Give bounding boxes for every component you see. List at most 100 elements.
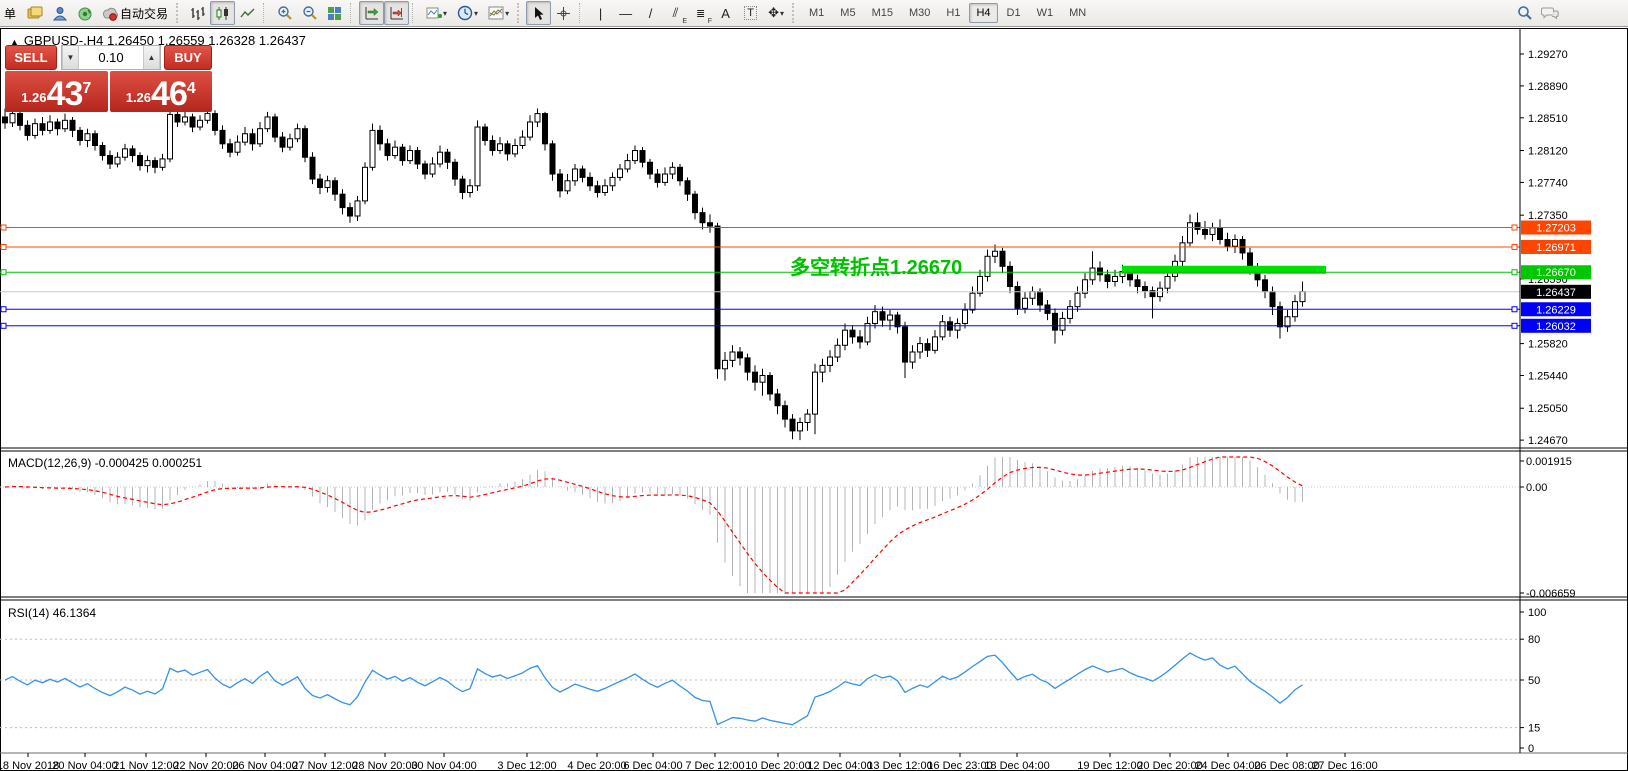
rsi-indicator-label: RSI(14) 46.1364	[8, 606, 97, 620]
line-anchor[interactable]	[1511, 224, 1518, 231]
candlestick-chart-button[interactable]	[210, 1, 236, 25]
time-axis-label: 10 Dec 20:00	[745, 760, 810, 771]
buy-button[interactable]: BUY	[164, 45, 212, 70]
timeframe-button-m30[interactable]: M30	[908, 7, 931, 19]
templates-button[interactable]: ▾	[483, 1, 514, 25]
candle-body	[1232, 239, 1238, 247]
candle-body	[969, 292, 976, 311]
toolbar-grip[interactable]	[517, 3, 523, 23]
candle-body	[242, 133, 248, 143]
add-indicator-button[interactable]: ▾	[421, 1, 452, 25]
timeframe-button-m15[interactable]: M15	[871, 7, 893, 19]
periods-clock-button[interactable]: ▾	[452, 1, 483, 25]
autotrading-button[interactable]: 自动交易	[97, 1, 173, 25]
crosshair-tool-button[interactable]	[551, 1, 576, 25]
signals-icon[interactable]	[72, 1, 97, 25]
line-anchor[interactable]	[1511, 269, 1518, 276]
timeframe-button-h4[interactable]: H4	[969, 3, 998, 23]
price-tag-1.26229	[1521, 302, 1591, 317]
toolbar-grip[interactable]	[792, 3, 798, 23]
timeframe-button-h1[interactable]: H1	[946, 7, 961, 19]
candle-body	[197, 119, 203, 128]
candle-body	[114, 156, 121, 165]
candle-body	[1112, 275, 1118, 282]
timeframe-button-m5[interactable]: M5	[840, 7, 856, 19]
price-axis[interactable]: 1.29270 1.28890 1.28510 1.28120 1.27740 1.273…	[1519, 29, 1591, 755]
timeframe-button-m1[interactable]: M1	[809, 7, 825, 19]
volume-input[interactable]: 0.10	[79, 46, 143, 69]
collapse-panel-icon[interactable]: ▲	[10, 37, 19, 47]
candle-body	[294, 128, 301, 140]
line-anchor[interactable]	[0, 306, 7, 313]
candle-body	[452, 161, 458, 180]
cursor-tool-button[interactable]	[526, 1, 552, 25]
trend-annotation-text[interactable]: 多空转折点1.26670	[790, 255, 962, 279]
volume-stepper: ▼ 0.10 ▲	[61, 45, 161, 70]
equidistant-channel-tool[interactable]: ⫽ E	[672, 5, 688, 25]
timeframe-button-mn[interactable]: MN	[1069, 7, 1087, 19]
candle-body	[17, 113, 23, 126]
tile-windows-icon[interactable]	[322, 1, 347, 25]
sell-price-tile[interactable]: 1.26 43 7	[5, 71, 108, 112]
line-anchor[interactable]	[0, 322, 7, 329]
candle-body	[129, 148, 136, 157]
rsi-axis-label: 80	[1528, 634, 1540, 646]
line-anchor[interactable]	[0, 243, 7, 250]
time-axis-label: 6 Dec 04:00	[623, 760, 682, 771]
horizontal-line-tool[interactable]: —	[619, 5, 633, 21]
price-tick-label: 1.24670	[1528, 435, 1568, 447]
vertical-line-tool[interactable]: |	[598, 5, 603, 21]
chat-icon[interactable]	[1537, 1, 1562, 25]
ohlc-high: 1.26559	[157, 33, 205, 48]
dropdown-caret[interactable]: ▾	[505, 8, 510, 18]
candle-body	[309, 156, 316, 180]
search-icon[interactable]	[1512, 1, 1537, 25]
line-anchor[interactable]	[1511, 322, 1518, 329]
dropdown-caret[interactable]: ▾	[779, 8, 784, 18]
candle-body	[1059, 317, 1066, 331]
line-anchor[interactable]	[0, 269, 7, 276]
candle-body	[302, 128, 308, 158]
dropdown-caret[interactable]: ▾	[443, 8, 448, 18]
line-anchor[interactable]	[0, 224, 7, 231]
buy-price-tile[interactable]: 1.26 46 4	[109, 71, 212, 112]
candle-body	[767, 374, 773, 395]
volume-increase-button[interactable]: ▲	[143, 46, 160, 69]
line-anchor[interactable]	[1511, 306, 1518, 313]
dropdown-caret[interactable]: ▾	[474, 8, 479, 18]
line-anchor[interactable]	[1511, 243, 1518, 250]
candle-body	[144, 160, 151, 167]
timeframe-button-w1[interactable]: W1	[1036, 7, 1054, 19]
toolbar-grip[interactable]	[176, 3, 182, 23]
candle-body	[287, 138, 293, 148]
candle-body	[647, 161, 653, 175]
trendline-tool[interactable]: /	[648, 5, 653, 21]
candle-body	[362, 166, 368, 202]
timeframe-button-d1[interactable]: D1	[1006, 7, 1021, 19]
zoom-in-button[interactable]	[272, 1, 297, 25]
bar-chart-button[interactable]	[185, 1, 210, 25]
arrows-tool[interactable]: ✥ ▾	[768, 5, 784, 20]
new-order-label-fragment[interactable]: 单	[4, 6, 17, 21]
candle-body	[804, 413, 811, 423]
line-chart-button[interactable]	[235, 1, 260, 25]
text-label-tool[interactable]: T	[738, 1, 763, 25]
rsi-axis-label: 15	[1528, 723, 1540, 735]
fibonacci-tool[interactable]: ≣ F	[695, 7, 713, 26]
profiles-icon[interactable]	[47, 1, 72, 25]
auto-scroll-button[interactable]	[359, 1, 385, 25]
text-tool[interactable]: A	[721, 5, 730, 21]
candle-body	[962, 309, 968, 324]
chart-canvas[interactable]: 多空转折点1.26670 1.29270 1.28890 1.28510 1.28120…	[0, 28, 1628, 771]
candle-body	[212, 113, 218, 131]
chart-shift-button[interactable]	[384, 1, 410, 25]
zoom-out-button[interactable]	[297, 1, 322, 25]
volume-decrease-button[interactable]: ▼	[62, 46, 79, 69]
sell-button[interactable]: SELL	[5, 45, 57, 70]
price-tick-label: 1.25820	[1528, 339, 1568, 351]
main-toolbar: 单 自动交易	[0, 0, 1628, 27]
new-chart-icon[interactable]	[22, 1, 47, 25]
candle-body	[444, 151, 451, 163]
